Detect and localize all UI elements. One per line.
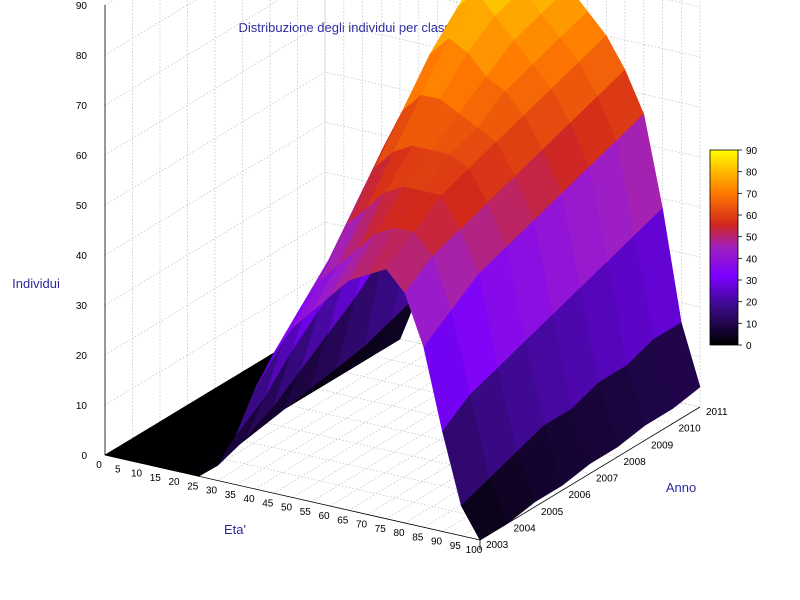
colorbar-tick-label: 40 xyxy=(746,254,758,265)
y-tick-label: 2003 xyxy=(486,540,509,551)
x-tick-label: 20 xyxy=(168,477,180,488)
z-tick-label: 50 xyxy=(76,201,88,212)
x-tick-label: 90 xyxy=(431,537,443,548)
colorbar-tick-label: 30 xyxy=(746,276,758,287)
colorbar-tick-label: 60 xyxy=(746,211,758,222)
x-tick-label: 55 xyxy=(300,507,312,518)
x-tick-label: 75 xyxy=(375,524,387,535)
x-axis-label: Eta' xyxy=(224,522,246,537)
x-tick-label: 25 xyxy=(187,481,199,492)
surface-patch xyxy=(460,478,508,541)
colorbar-ticks: 0 10 20 30 40 50 60 70 80 90 xyxy=(738,146,758,352)
z-tick-label: 70 xyxy=(76,101,88,112)
grid-line-x xyxy=(161,0,382,469)
z-tick-label: 10 xyxy=(76,401,88,412)
x-tick-label: 100 xyxy=(466,545,483,556)
x-tick-label: 10 xyxy=(131,469,143,480)
x-tick-label: 95 xyxy=(450,541,462,552)
x-tick-label: 45 xyxy=(262,498,274,509)
grid-line-x xyxy=(142,0,363,464)
grid-line-x xyxy=(461,0,682,537)
y-tick-label: 2009 xyxy=(651,440,674,451)
x-tick-label: 80 xyxy=(393,528,405,539)
colorbar-tick-label: 50 xyxy=(746,233,758,244)
x-tick-label: 30 xyxy=(206,486,218,497)
y-tick-label: 2008 xyxy=(624,457,647,468)
grid-line-z xyxy=(104,0,114,6)
grid-line-x xyxy=(179,0,401,473)
y-tick-label: 2004 xyxy=(514,523,537,534)
colorbar-tick-label: 0 xyxy=(746,341,752,352)
grid-line-x xyxy=(123,0,345,460)
x-tick-label: 60 xyxy=(318,511,330,522)
colorbar-tick-label: 90 xyxy=(746,146,758,157)
z-tick-label: 90 xyxy=(76,1,88,12)
tick-labels: 0 10 20 30 40 50 60 70 80 90 0 5 10 15 20 25 30 35 40 45 50 5… xyxy=(76,1,728,556)
y-tick-label: 2010 xyxy=(679,424,702,435)
z-tick-label: 40 xyxy=(76,251,88,262)
grid-line-x xyxy=(198,0,420,477)
grid-line-x xyxy=(479,0,701,541)
z-tick-label: 60 xyxy=(76,151,88,162)
x-tick-label: 65 xyxy=(337,515,349,526)
x-tick-label: 70 xyxy=(356,520,368,531)
grid-line-x xyxy=(104,0,326,456)
x-tick-label: 50 xyxy=(281,503,293,514)
colorbar-gradient xyxy=(709,149,739,346)
y-tick-label: 2007 xyxy=(596,474,619,485)
z-tick-label: 20 xyxy=(76,351,88,362)
z-tick-label: 0 xyxy=(81,451,87,462)
y-tick-label: 2006 xyxy=(569,490,592,501)
y-axis-label: Anno xyxy=(666,480,696,495)
z-tick-label: 80 xyxy=(76,51,88,62)
grid-line-x xyxy=(442,0,663,532)
y-tick-label: 2005 xyxy=(541,507,564,518)
y-tick-label: 2011 xyxy=(706,407,728,418)
colorbar-tick-label: 20 xyxy=(746,298,758,309)
x-tick-label: 5 xyxy=(115,464,121,475)
x-tick-label: 85 xyxy=(412,532,424,543)
colorbar-tick-label: 70 xyxy=(746,189,758,200)
x-tick-label: 0 xyxy=(96,460,102,471)
colorbar-tick-label: 10 xyxy=(746,319,758,330)
colorbar-tick-label: 80 xyxy=(746,168,758,179)
x-tick-label: 35 xyxy=(225,490,237,501)
colorbar: 0 10 20 30 40 50 60 70 80 90 xyxy=(709,146,758,352)
z-axis-label: Individui xyxy=(12,276,60,291)
x-tick-label: 40 xyxy=(243,494,255,505)
axis-line xyxy=(479,406,701,541)
surface xyxy=(104,0,701,541)
z-tick-label: 30 xyxy=(76,301,88,312)
x-tick-label: 15 xyxy=(150,473,162,484)
grid-line-x xyxy=(423,0,645,528)
